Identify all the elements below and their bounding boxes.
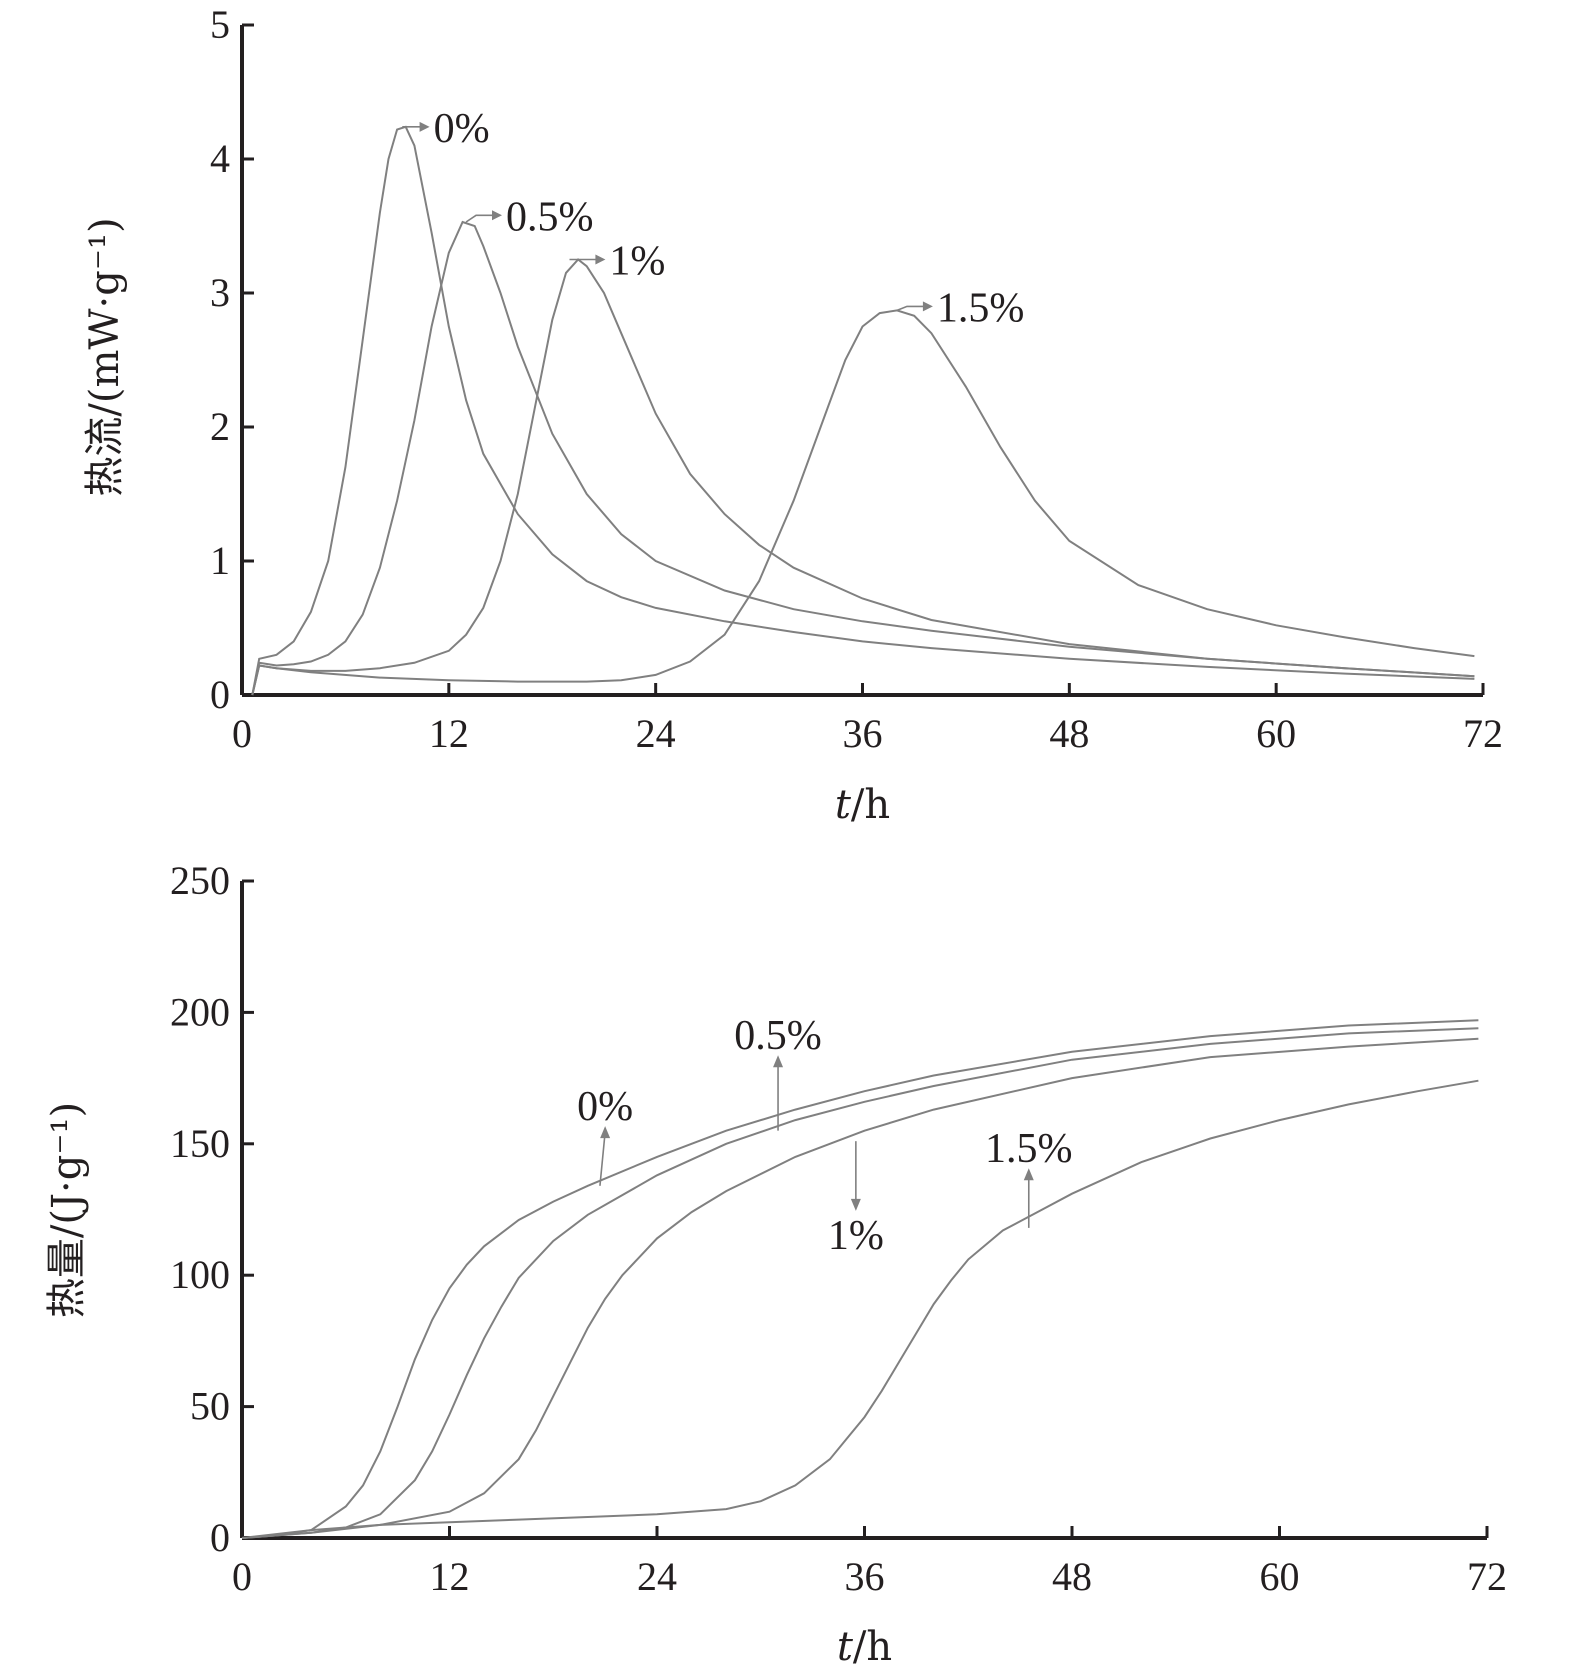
annotation-arrowhead <box>419 121 430 132</box>
y-tick-label: 250 <box>170 858 230 903</box>
annotation-arrowhead <box>595 254 606 265</box>
y-tick-label: 0 <box>210 672 230 717</box>
x-tick-label: 0 <box>232 711 252 756</box>
y-tick-label: 200 <box>170 989 230 1034</box>
y-tick-label: 150 <box>170 1121 230 1166</box>
x-axis-label: t/h <box>835 782 890 828</box>
x-tick-label: 48 <box>1049 711 1089 756</box>
series-line-1% <box>241 1037 1479 1539</box>
annotation-label: 1.5% <box>985 1126 1073 1172</box>
series-line-0% <box>251 125 1475 696</box>
x-tick-label: 72 <box>1463 711 1503 756</box>
x-tick-label: 12 <box>430 1554 470 1599</box>
x-tick-label: 36 <box>845 1554 885 1599</box>
series-line-1.5% <box>251 309 1475 696</box>
y-tick-label: 3 <box>210 270 230 315</box>
annotation-label: 1.5% <box>937 285 1024 331</box>
y-tick-label: 1 <box>210 538 230 583</box>
cumulative-heat-chart: 0 50 100 150 200 250 0 12 24 36 48 60 72 热量/(J·g⁻¹) t/… <box>44 858 1507 1670</box>
annotation-arrowhead <box>491 210 502 221</box>
x-tick-label: 72 <box>1467 1554 1507 1599</box>
x-axis-label-var: t <box>835 782 852 828</box>
y-axis-label: 热量/(J·g⁻¹) <box>44 1102 90 1318</box>
x-tick-label: 24 <box>637 1554 677 1599</box>
annotation-arrowhead <box>1023 1168 1034 1181</box>
y-tick-label: 0 <box>210 1515 230 1560</box>
annotation-arrow <box>599 1132 606 1186</box>
series-line-0% <box>241 1019 1479 1539</box>
series-line-0.5% <box>251 220 1475 696</box>
x-tick-label: 60 <box>1260 1554 1300 1599</box>
y-tick-label: 5 <box>210 2 230 47</box>
y-tick-label: 4 <box>210 136 230 181</box>
x-axis-label-unit: /h <box>851 782 890 828</box>
x-tick-label: 12 <box>429 711 469 756</box>
annotation-arrowhead <box>773 1055 784 1068</box>
x-tick-label: 0 <box>232 1554 252 1599</box>
x-axis-label: t/h <box>837 1624 892 1670</box>
y-tick-label: 100 <box>170 1252 230 1297</box>
x-tick-label: 48 <box>1052 1554 1092 1599</box>
annotation-label: 0.5% <box>734 1013 822 1059</box>
annotation-arrowhead <box>850 1198 861 1211</box>
x-tick-label: 36 <box>843 711 883 756</box>
series-line-1.5% <box>241 1079 1479 1539</box>
x-tick-label: 60 <box>1256 711 1296 756</box>
annotation-arrowhead <box>922 301 933 312</box>
x-axis-label-var: t <box>837 1624 854 1670</box>
annotation-label: 0.5% <box>506 194 594 240</box>
y-tick-label: 2 <box>210 404 230 449</box>
y-axis-label: 热流/(mW·g⁻¹) <box>82 217 128 496</box>
annotation-label: 1% <box>609 239 665 285</box>
y-tick-label: 50 <box>190 1384 230 1429</box>
annotation-label: 0% <box>577 1084 633 1130</box>
x-axis-label-unit: /h <box>853 1624 892 1670</box>
annotation-label: 0% <box>434 106 490 152</box>
x-tick-label: 24 <box>636 711 676 756</box>
annotation-arrowhead <box>600 1126 611 1139</box>
annotation-label: 1% <box>828 1213 884 1259</box>
series-line-0.5% <box>241 1027 1479 1539</box>
series-line-1% <box>251 258 1475 696</box>
